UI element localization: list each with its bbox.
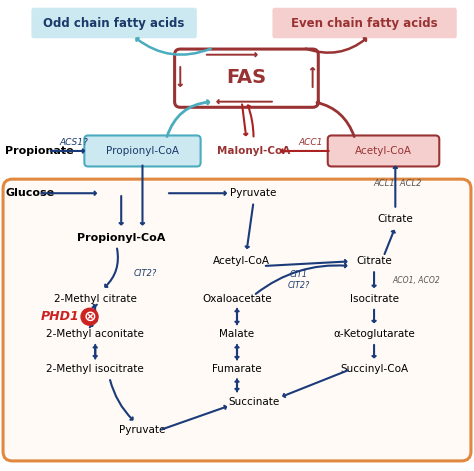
- FancyArrowPatch shape: [41, 192, 96, 195]
- Text: ACO1, ACO2: ACO1, ACO2: [393, 276, 440, 284]
- Text: ACC1: ACC1: [298, 138, 322, 147]
- Text: Acetyl-CoA: Acetyl-CoA: [355, 146, 412, 156]
- Text: 2-Methyl citrate: 2-Methyl citrate: [54, 294, 137, 304]
- FancyArrowPatch shape: [51, 149, 84, 153]
- FancyArrowPatch shape: [255, 264, 346, 294]
- FancyArrowPatch shape: [92, 305, 95, 309]
- Text: Citrate: Citrate: [377, 214, 413, 224]
- Text: ⊗: ⊗: [83, 309, 96, 324]
- Text: Malonyl-CoA: Malonyl-CoA: [217, 146, 290, 156]
- FancyArrowPatch shape: [235, 345, 239, 358]
- FancyBboxPatch shape: [273, 8, 457, 38]
- Text: Oxaloacetate: Oxaloacetate: [202, 294, 272, 304]
- Text: FAS: FAS: [227, 68, 266, 87]
- Text: Citrate: Citrate: [356, 256, 392, 266]
- FancyArrowPatch shape: [235, 309, 239, 323]
- FancyArrowPatch shape: [373, 272, 376, 287]
- FancyArrowPatch shape: [311, 68, 314, 87]
- Text: Succinate: Succinate: [228, 397, 279, 407]
- FancyArrowPatch shape: [246, 204, 253, 248]
- FancyArrowPatch shape: [306, 38, 366, 53]
- Text: Isocitrate: Isocitrate: [349, 294, 399, 304]
- FancyBboxPatch shape: [328, 136, 439, 166]
- FancyBboxPatch shape: [31, 8, 197, 38]
- FancyArrowPatch shape: [137, 38, 211, 55]
- FancyArrowPatch shape: [384, 231, 395, 254]
- FancyArrowPatch shape: [242, 105, 247, 135]
- Text: Propionyl-CoA: Propionyl-CoA: [106, 146, 179, 156]
- Text: Acetyl-CoA: Acetyl-CoA: [213, 256, 270, 266]
- FancyArrowPatch shape: [235, 381, 239, 391]
- Text: Propionate: Propionate: [5, 146, 74, 156]
- FancyArrowPatch shape: [235, 346, 239, 359]
- FancyArrowPatch shape: [317, 101, 354, 137]
- Text: Propionyl-CoA: Propionyl-CoA: [77, 233, 165, 243]
- FancyArrowPatch shape: [235, 379, 239, 390]
- Text: Malate: Malate: [219, 329, 255, 339]
- Text: CIT1
CIT2?: CIT1 CIT2?: [287, 270, 310, 290]
- Text: Succinyl-CoA: Succinyl-CoA: [340, 365, 408, 374]
- Text: Even chain fatty acids: Even chain fatty acids: [292, 17, 438, 30]
- Text: CIT2?: CIT2?: [133, 268, 156, 277]
- FancyArrowPatch shape: [93, 309, 97, 322]
- Text: α-Ketoglutarate: α-Ketoglutarate: [333, 329, 415, 339]
- FancyArrowPatch shape: [141, 165, 144, 224]
- FancyArrowPatch shape: [235, 310, 239, 325]
- Text: PHD1: PHD1: [40, 310, 79, 323]
- FancyArrowPatch shape: [105, 249, 118, 287]
- FancyArrowPatch shape: [167, 100, 209, 137]
- FancyArrowPatch shape: [283, 370, 348, 397]
- Circle shape: [81, 309, 98, 325]
- FancyBboxPatch shape: [3, 179, 471, 461]
- Text: ACS1?: ACS1?: [60, 138, 88, 147]
- FancyArrowPatch shape: [162, 406, 226, 430]
- FancyBboxPatch shape: [174, 49, 318, 107]
- FancyArrowPatch shape: [93, 345, 97, 357]
- FancyArrowPatch shape: [373, 309, 376, 322]
- FancyArrowPatch shape: [373, 345, 376, 357]
- Text: ACL1, ACL2: ACL1, ACL2: [374, 179, 422, 188]
- FancyArrowPatch shape: [179, 67, 182, 86]
- FancyBboxPatch shape: [84, 136, 201, 166]
- FancyArrowPatch shape: [207, 53, 256, 57]
- Text: Fumarate: Fumarate: [212, 365, 262, 374]
- Text: Glucose: Glucose: [5, 188, 55, 198]
- FancyArrowPatch shape: [93, 305, 97, 307]
- FancyArrowPatch shape: [110, 380, 133, 420]
- Text: Pyruvate: Pyruvate: [119, 425, 166, 435]
- FancyArrowPatch shape: [266, 260, 346, 266]
- FancyArrowPatch shape: [394, 167, 397, 207]
- Text: Odd chain fatty acids: Odd chain fatty acids: [44, 17, 185, 30]
- FancyArrowPatch shape: [119, 196, 123, 224]
- Text: Pyruvate: Pyruvate: [230, 188, 277, 198]
- FancyArrowPatch shape: [90, 324, 92, 327]
- FancyArrowPatch shape: [93, 346, 97, 358]
- FancyArrowPatch shape: [218, 100, 272, 103]
- FancyArrowPatch shape: [281, 149, 329, 153]
- Text: 2-Methyl isocitrate: 2-Methyl isocitrate: [46, 365, 144, 374]
- FancyArrowPatch shape: [247, 106, 254, 137]
- FancyArrowPatch shape: [169, 192, 226, 195]
- Text: 2-Methyl aconitate: 2-Methyl aconitate: [46, 329, 144, 339]
